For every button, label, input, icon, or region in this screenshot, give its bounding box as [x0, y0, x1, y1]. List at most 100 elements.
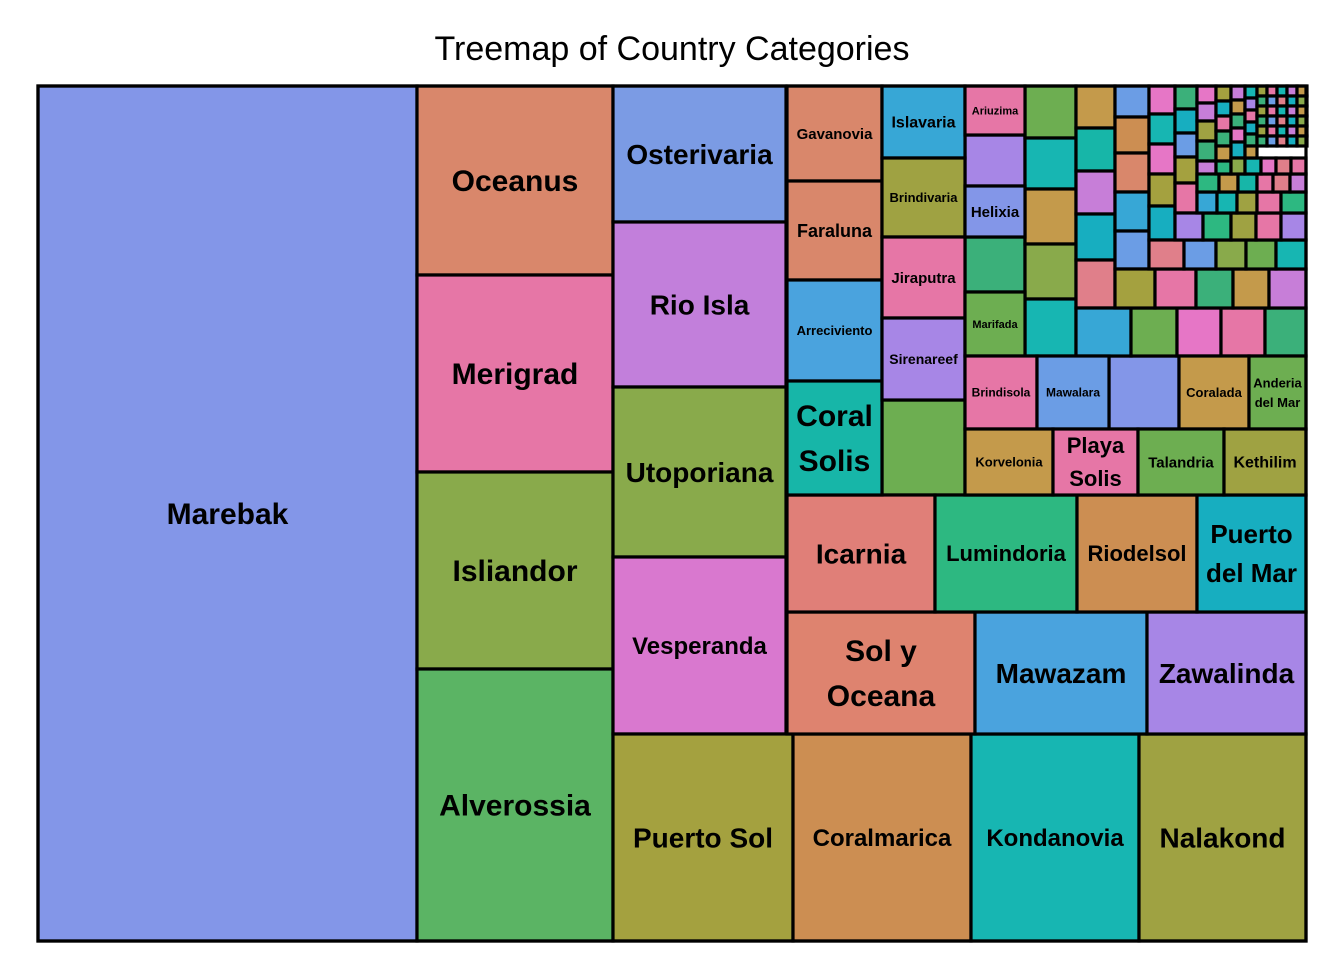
treemap-tile-coral-solis — [785, 379, 884, 497]
tile-label-riodelsol: Riodelsol — [1087, 541, 1186, 566]
treemap-tile-unlabeled — [1182, 238, 1218, 271]
treemap-tile-korvelonia — [963, 427, 1055, 497]
treemap-tile-unlabeled — [1194, 267, 1235, 310]
treemap-tile-unlabeled — [1113, 84, 1151, 119]
treemap-tile-unlabeled — [1214, 129, 1233, 148]
tile-label-faraluna: Faraluna — [797, 221, 873, 241]
tile-label-brindivaria: Brindivaria — [890, 190, 959, 205]
treemap-tile-unlabeled — [1271, 172, 1292, 194]
treemap-tile-kondanovia — [969, 732, 1141, 943]
treemap-tile-unlabeled — [1074, 169, 1117, 216]
treemap-tile-unlabeled — [1214, 114, 1233, 133]
treemap-tile-brindivaria — [880, 156, 967, 239]
treemap-tile-unlabeled — [1175, 306, 1223, 358]
tile-label-rio-isla: Rio Isla — [650, 289, 750, 320]
treemap-tile-anderia-del-mar — [1247, 354, 1308, 431]
tile-label-zawalinda: Zawalinda — [1159, 658, 1295, 689]
tile-label-islavaria: Islavaria — [891, 115, 955, 132]
treemap-tile-unlabeled — [1243, 120, 1259, 136]
treemap-tile-unlabeled — [1229, 211, 1258, 242]
treemap-tile-faraluna — [785, 179, 884, 282]
treemap-tile-unlabeled — [963, 235, 1027, 294]
treemap-tile-unlabeled — [1147, 142, 1177, 176]
tile-label-coralada: Coralada — [1186, 385, 1242, 400]
treemap-tile-zawalinda — [1145, 610, 1308, 736]
tile-label-talandria: Talandria — [1148, 454, 1214, 471]
treemap-tile-unlabeled — [1195, 139, 1218, 163]
treemap-tile-unlabeled — [1214, 159, 1233, 176]
treemap-tile-unlabeled — [1074, 126, 1117, 173]
treemap-tile-unlabeled — [1173, 155, 1199, 185]
tile-label-marifada: Marifada — [972, 319, 1018, 331]
tile-label-sol-y-oceana: Sol y Oceana — [827, 635, 936, 713]
treemap-tile-unlabeled — [1243, 96, 1259, 112]
treemap-tile-unlabeled — [1113, 229, 1151, 271]
treemap-tile-unlabeled — [1288, 172, 1308, 194]
tile-label-kethilim: Kethilim — [1233, 455, 1296, 472]
tile-label-puerto-del-mar: Puerto del Mar — [1206, 519, 1297, 588]
tile-label-korvelonia: Korvelonia — [975, 455, 1043, 470]
treemap-tile-alverossia — [415, 667, 615, 943]
tile-label-marebak: Marebak — [167, 498, 289, 531]
tile-label-merigrad: Merigrad — [452, 358, 579, 391]
treemap-tile-unlabeled — [1274, 156, 1293, 176]
treemap-tile-unlabeled — [1243, 156, 1263, 176]
tile-label-kondanovia: Kondanovia — [986, 825, 1124, 852]
treemap-tile-unlabeled — [1195, 84, 1218, 105]
tile-label-puerto-sol: Puerto Sol — [633, 822, 773, 853]
treemap-tile-unlabeled — [1023, 84, 1078, 140]
treemap-tile-unlabeled — [1214, 144, 1233, 163]
treemap-tile-unlabeled — [1113, 115, 1151, 155]
tile-label-ariuzima: Ariuzima — [972, 105, 1019, 117]
tile-label-playa-solis: Playa Solis — [1067, 433, 1125, 491]
treemap-tile-riodelsol — [1075, 493, 1199, 614]
treemap-tile-unlabeled — [1244, 238, 1278, 271]
treemap-tile-unlabeled — [1023, 242, 1078, 301]
treemap-tile-coralmarica — [791, 732, 973, 943]
treemap-tile-merigrad — [415, 273, 615, 474]
treemap-tile-unlabeled — [1229, 112, 1247, 130]
treemap-tile-unlabeled — [1195, 190, 1219, 215]
treemap-tile-unlabeled — [1236, 172, 1259, 194]
treemap-tile-unlabeled — [1129, 306, 1179, 358]
treemap-tile-lumindoria — [933, 493, 1079, 614]
treemap-tile-unlabeled — [1173, 131, 1199, 159]
treemap-tile-unlabeled — [1153, 267, 1198, 310]
tile-label-brindisola: Brindisola — [972, 386, 1031, 400]
tile-label-coral-solis: Coral Solis — [796, 400, 873, 478]
treemap-tile-icarnia — [785, 493, 937, 614]
treemap-tile-unlabeled — [1214, 84, 1233, 103]
treemap-tile-unlabeled — [1214, 99, 1233, 118]
treemap-tile-sol-y-oceana — [785, 610, 977, 736]
tile-label-gavanovia: Gavanovia — [797, 126, 874, 143]
treemap-tile-unlabeled — [1229, 156, 1247, 176]
treemap-tile-unlabeled — [1279, 211, 1308, 242]
treemap-tile-vesperanda — [611, 555, 788, 736]
treemap-tile-unlabeled — [1274, 238, 1308, 271]
tile-label-alverossia: Alverossia — [439, 790, 591, 823]
tile-label-utoporiana: Utoporiana — [626, 457, 774, 488]
tile-label-oceanus: Oceanus — [452, 165, 579, 198]
treemap-tile-coralada — [1177, 354, 1251, 431]
treemap-tile-unlabeled — [1214, 238, 1248, 271]
treemap-tile-unlabeled — [1215, 190, 1239, 215]
treemap-tile-unlabeled — [1219, 306, 1267, 358]
treemap-tile-unlabeled — [1235, 190, 1259, 215]
tiles-layer — [36, 84, 1309, 943]
treemap-tile-unlabeled — [1217, 172, 1240, 194]
tile-label-isliandor: Isliandor — [452, 555, 577, 588]
labels-layer: Marebak Oceanus Merigrad Isliandor Alverossi… — [167, 105, 1303, 853]
treemap-tile-unlabeled — [1243, 132, 1259, 148]
treemap-tile-marebak — [36, 84, 419, 943]
treemap-tile-unlabeled — [1229, 140, 1247, 160]
tile-label-helixia: Helixia — [971, 204, 1020, 221]
treemap-tile-unlabeled — [1173, 84, 1199, 111]
treemap-tile-unlabeled — [1107, 354, 1181, 431]
treemap-tile-helixia — [963, 184, 1027, 239]
treemap-tile-unlabeled — [1173, 181, 1199, 215]
treemap-tile-unlabeled — [1259, 156, 1278, 176]
treemap-tile-unlabeled — [1113, 267, 1157, 310]
treemap-tile-oceanus — [415, 84, 615, 277]
treemap-tile-puerto-sol — [611, 732, 795, 943]
